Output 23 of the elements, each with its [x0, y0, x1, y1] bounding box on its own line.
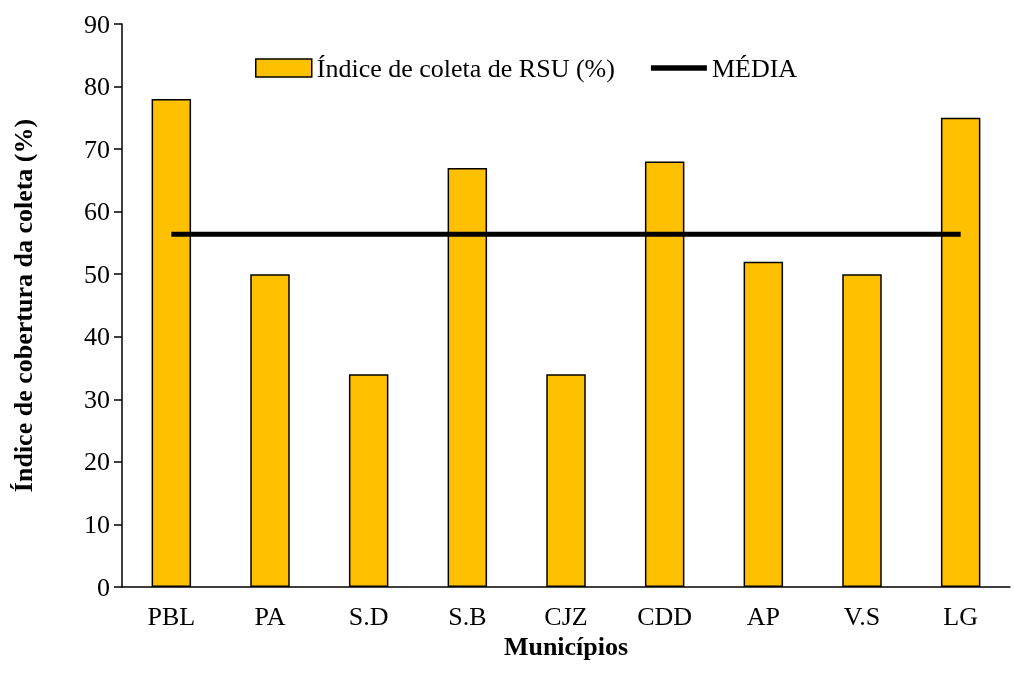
x-axis-title: Municípios [503, 632, 629, 662]
y-tick-label: 30 [84, 384, 110, 414]
y-tick-label: 50 [84, 259, 110, 289]
y-axis-title: Índice de cobertura da coleta (%) [8, 118, 38, 493]
legend-label: MÉDIA [711, 53, 798, 83]
x-tick-label: PBL [147, 601, 196, 631]
x-tick-label: PA [254, 601, 286, 631]
y-tick-label: 10 [84, 509, 110, 539]
legend-label: Índice de coleta de RSU (%) [316, 53, 615, 83]
y-tick-label: 90 [84, 9, 110, 39]
x-tick-label: LG [943, 601, 978, 631]
x-tick-label: CDD [637, 601, 693, 631]
x-tick-label: AP [746, 601, 780, 631]
y-tick-label: 0 [97, 572, 110, 602]
y-tick-label: 60 [84, 197, 110, 227]
x-tick-label: S.B [448, 601, 487, 631]
y-tick-label: 80 [84, 72, 110, 102]
y-tick-label: 70 [84, 134, 110, 164]
y-tick-label: 40 [84, 322, 110, 352]
x-tick-label: V.S [843, 601, 881, 631]
x-tick-label: CJZ [544, 601, 588, 631]
x-tick-label: S.D [348, 601, 389, 631]
y-tick-label: 20 [84, 447, 110, 477]
